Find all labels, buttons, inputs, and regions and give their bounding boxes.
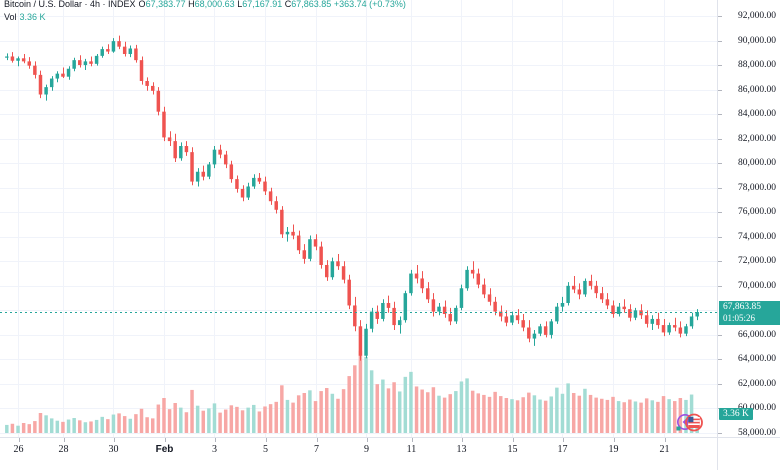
time-axis-tick	[613, 438, 615, 442]
price-axis-label: 88,000.00	[738, 60, 776, 71]
price-axis-tick	[718, 433, 722, 434]
time-axis-label: 28	[58, 444, 69, 455]
volume-value-badge[interactable]: 3.36 K	[719, 408, 753, 421]
time-axis[interactable]: 26 28 30 Feb 3 5 7 9 11 13 15 17 19 21	[0, 437, 717, 470]
time-axis-tick	[366, 438, 368, 442]
price-axis-label: 80,000.00	[738, 158, 776, 169]
time-axis-label: 19	[608, 444, 619, 455]
time-axis-label: 30	[108, 444, 119, 455]
time-axis-tick	[113, 438, 115, 442]
time-axis-label: 17	[557, 444, 568, 455]
time-axis-label: 26	[13, 444, 24, 455]
price-axis-tick	[718, 139, 722, 140]
price-axis-label: 64,000.00	[738, 354, 776, 365]
time-axis-tick	[63, 438, 65, 442]
time-axis-tick	[265, 438, 267, 442]
bar-countdown: 01:05:26	[723, 313, 756, 324]
price-axis-tick	[718, 114, 722, 115]
price-axis[interactable]: 92,000.00 90,000.00 88,000.00 86,000.00 84,0…	[717, 0, 780, 438]
time-axis-label: 5	[263, 444, 268, 455]
time-axis-tick	[512, 438, 514, 442]
time-axis-tick	[411, 438, 413, 442]
time-axis-label: 9	[364, 444, 369, 455]
price-axis-tick	[718, 237, 722, 238]
flag-badge-logo	[676, 413, 703, 432]
price-axis-label: 70,000.00	[738, 280, 776, 291]
price-axis-label: 74,000.00	[738, 231, 776, 242]
price-axis-label: 92,000.00	[738, 11, 776, 21]
price-axis-label: 60,000.00	[738, 403, 776, 414]
price-axis-tick	[718, 188, 722, 189]
time-axis-tick	[664, 438, 666, 442]
price-axis-tick	[718, 335, 722, 336]
price-axis-tick	[718, 212, 722, 213]
price-axis-tick	[718, 16, 722, 17]
grid-lines	[0, 0, 717, 437]
time-axis-label: 13	[456, 444, 467, 455]
time-axis-tick	[461, 438, 463, 442]
time-axis-label: 7	[314, 444, 319, 455]
time-axis-tick	[214, 438, 216, 442]
time-axis-label: 11	[406, 444, 417, 455]
price-axis-label: 78,000.00	[738, 182, 776, 193]
price-axis-tick	[718, 90, 722, 91]
price-axis-tick	[718, 163, 722, 164]
price-axis-tick	[718, 65, 722, 66]
price-axis-label: 76,000.00	[738, 207, 776, 218]
time-axis-label: 21	[659, 444, 670, 455]
price-axis-label: 66,000.00	[738, 329, 776, 340]
price-axis-tick	[718, 384, 722, 385]
price-axis-label: 62,000.00	[738, 378, 776, 389]
axis-corner	[717, 437, 780, 470]
price-axis-tick	[718, 359, 722, 360]
price-axis-label: 82,000.00	[738, 133, 776, 144]
price-axis-tick	[718, 41, 722, 42]
price-axis-tick	[718, 286, 722, 287]
price-axis-label: 84,000.00	[738, 109, 776, 120]
time-axis-tick	[316, 438, 318, 442]
time-axis-tick	[164, 438, 166, 442]
price-axis-label: 72,000.00	[738, 256, 776, 267]
volume-bars	[5, 350, 699, 433]
time-axis-tick	[18, 438, 20, 442]
chart-plot-area[interactable]	[0, 0, 717, 437]
current-price-badge[interactable]: 67,863.85 01:05:26	[719, 301, 780, 326]
price-axis-label: 58,000.00	[738, 428, 776, 438]
chart-canvas	[0, 0, 717, 437]
time-axis-label: 15	[507, 444, 518, 455]
current-price-value: 67,863.85	[723, 302, 761, 313]
candlesticks	[5, 35, 699, 361]
time-axis-label: Feb	[155, 444, 174, 455]
price-axis-label: 86,000.00	[738, 84, 776, 95]
price-axis-tick	[718, 261, 722, 262]
time-axis-label: 3	[212, 444, 217, 455]
price-axis-label: 90,000.00	[738, 35, 776, 46]
time-axis-tick	[562, 438, 564, 442]
